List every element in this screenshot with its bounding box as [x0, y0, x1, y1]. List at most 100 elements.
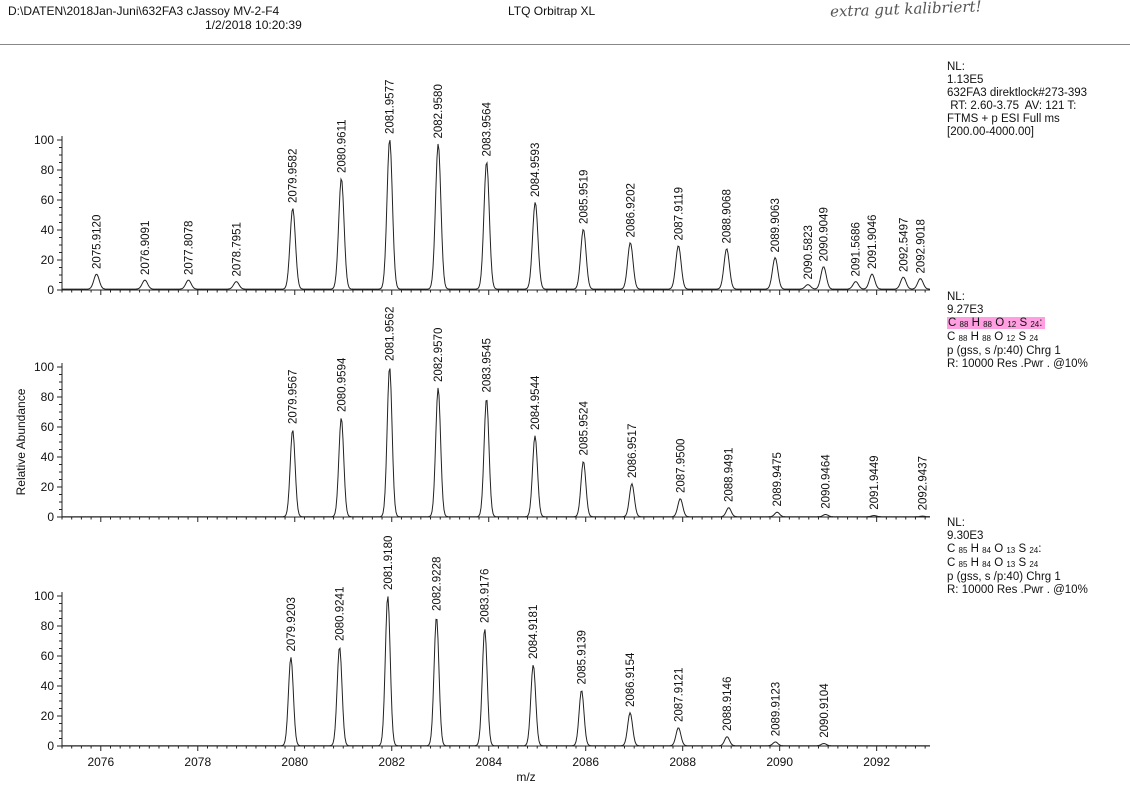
peak-label: 2090.9104: [819, 683, 831, 738]
y-tick-label: 0: [47, 283, 54, 297]
peak-label: 2089.9063: [770, 198, 782, 252]
sim-resolution: R: 10000 Res .Pwr . @10%: [947, 358, 1088, 370]
file-path: D:\DATEN\2018Jan-Juni\632FA3 cJassoy MV-…: [8, 4, 280, 18]
formula-highlighted: C 88 H 88 O 12 S 24:: [947, 317, 1088, 331]
instrument-name: LTQ Orbitrap XL: [508, 4, 596, 18]
peak-label: 2092.5497: [898, 218, 910, 272]
panel-2-info: NL: 9.27E3 C 88 H 88 O 12 S 24: C 88 H 8…: [947, 291, 1088, 371]
peak-label: 2078.7951: [231, 222, 243, 276]
peak-label: 2081.9562: [385, 307, 397, 361]
peak-label: 2090.9464: [821, 454, 833, 509]
y-tick-label: 60: [41, 649, 55, 663]
spectrum-trace: [62, 596, 930, 747]
peak-label: 2091.9046: [867, 215, 879, 269]
x-axis-label: m/z: [516, 770, 535, 784]
peak-label: 2088.9068: [722, 189, 734, 243]
peak-label: 2086.9154: [625, 652, 637, 707]
peak-label: 2080.9611: [336, 119, 348, 173]
peak-label: 2089.9475: [772, 452, 784, 506]
y-tick-label: 80: [41, 390, 55, 404]
peak-label: 2084.9593: [530, 143, 542, 197]
y-tick-label: 0: [47, 739, 54, 753]
sim-params: p (gss, s /p:40) Chrg 1: [947, 571, 1061, 583]
nl-label: NL:: [947, 291, 965, 303]
y-tick-label: 100: [34, 589, 54, 603]
peak-label: 2079.9567: [288, 370, 300, 424]
peak-label: 2082.9570: [433, 328, 445, 382]
x-tick-label: 2092: [863, 755, 890, 769]
sim-params: p (gss, s /p:40) Chrg 1: [947, 345, 1061, 357]
peak-label: 2080.9594: [336, 357, 348, 412]
y-tick-label: 20: [41, 709, 55, 723]
y-tick-label: 80: [41, 163, 55, 177]
nl-value: 9.30E3: [947, 530, 984, 542]
sim-resolution: R: 10000 Res .Pwr . @10%: [947, 584, 1088, 596]
y-axis-label: Relative Abundance: [14, 388, 28, 495]
peak-label: 2079.9203: [286, 597, 298, 651]
header-divider: [0, 44, 1130, 45]
nl-value: 1.13E5: [947, 74, 984, 86]
peak-label: 2086.9202: [625, 183, 637, 237]
peak-label: 2086.9517: [627, 424, 639, 478]
formula-with-colon: C 85 H 84 O 13 S 24:: [947, 543, 1042, 555]
peak-label: 2091.5686: [851, 222, 863, 276]
peak-label: 2089.9123: [770, 682, 782, 736]
peak-label: 2082.9580: [433, 84, 445, 138]
y-tick-label: 80: [41, 619, 55, 633]
peak-label: 2081.9180: [383, 536, 395, 590]
peak-label: 2088.9146: [722, 677, 734, 731]
peak-label: 2084.9181: [528, 605, 540, 659]
peak-label: 2085.9139: [577, 630, 589, 684]
x-tick-label: 2084: [475, 755, 502, 769]
x-tick-label: 2086: [572, 755, 599, 769]
y-tick-label: 40: [41, 450, 55, 464]
peak-label: 2090.5823: [803, 225, 815, 279]
peak-label: 2087.9119: [673, 187, 685, 241]
x-tick-label: 2076: [87, 755, 114, 769]
y-tick-label: 60: [41, 420, 55, 434]
scan-line: FTMS + p ESI Full ms: [947, 113, 1060, 125]
peak-label: 2090.9049: [819, 207, 831, 261]
y-tick-label: 60: [41, 193, 55, 207]
peak-label: 2084.9544: [530, 375, 542, 430]
peak-label: 2092.9018: [915, 219, 927, 273]
y-tick-label: 100: [34, 360, 54, 374]
peak-label: 2083.9564: [482, 102, 494, 157]
peak-label: 2076.9091: [140, 221, 152, 275]
scan-line: RT: 2.60-3.75 AV: 121 T:: [947, 100, 1077, 112]
spectrum-trace: [62, 139, 931, 290]
y-tick-label: 0: [47, 510, 54, 524]
x-tick-label: 2080: [281, 755, 308, 769]
x-tick-label: 2078: [184, 755, 211, 769]
nl-label: NL:: [947, 517, 965, 529]
peak-label: 2091.9449: [869, 455, 881, 509]
x-tick-label: 2090: [766, 755, 793, 769]
peak-label: 2087.9121: [673, 668, 685, 722]
y-tick-label: 20: [41, 253, 55, 267]
peak-label: 2088.9491: [724, 448, 736, 502]
y-tick-label: 40: [41, 679, 55, 693]
formula: C 85 H 84 O 13 S 24: [947, 557, 1039, 569]
x-tick-label: 2088: [669, 755, 696, 769]
panel-1-info: NL: 1.13E5 632FA3 direktlock#273-393 RT:…: [947, 61, 1087, 139]
nl-value: 9.27E3: [947, 304, 984, 316]
peak-label: 2082.9228: [431, 557, 443, 611]
nl-label: NL:: [947, 61, 965, 73]
peak-label: 2087.9500: [675, 439, 687, 493]
y-tick-label: 100: [34, 133, 54, 147]
peak-label: 2081.9577: [385, 80, 397, 134]
x-tick-label: 2082: [378, 755, 405, 769]
spectrum-trace: [62, 368, 931, 518]
peak-label: 2077.8078: [183, 221, 195, 275]
peak-label: 2092.9437: [917, 456, 929, 510]
peak-label: 2083.9176: [480, 569, 492, 623]
y-tick-label: 40: [41, 223, 55, 237]
peak-label: 2080.9241: [335, 587, 347, 641]
peak-label: 2083.9545: [482, 338, 494, 392]
peak-label: 2085.9519: [578, 170, 590, 224]
peak-label: 2079.9582: [288, 149, 300, 203]
panel-3-info: NL: 9.30E3 C 85 H 84 O 13 S 24: C 85 H 8…: [947, 517, 1088, 597]
formula: C 88 H 88 O 12 S 24: [947, 331, 1039, 343]
acquisition-datetime: 1/2/2018 10:20:39: [205, 18, 302, 32]
